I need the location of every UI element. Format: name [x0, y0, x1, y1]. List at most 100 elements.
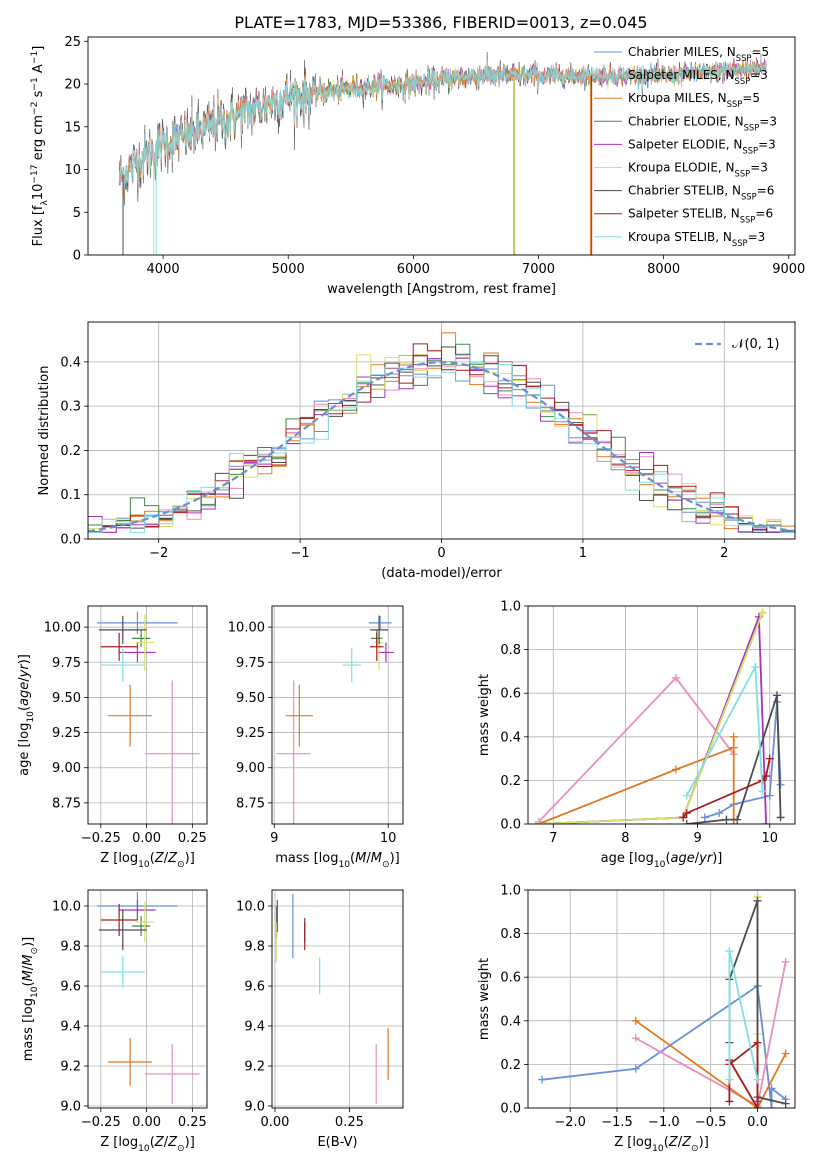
label-segment: /	[17, 677, 32, 682]
axes-frame	[87, 36, 796, 256]
label-segment: Z	[154, 1135, 165, 1150]
label-segment: Salpeter MILES, N	[628, 68, 735, 82]
gaussian-curve	[88, 361, 795, 533]
y-axis-label: mass weight	[477, 674, 492, 756]
y-tick-label: 0.4	[500, 730, 521, 745]
x-tick-label: 0.00	[132, 831, 161, 846]
x-tick-label: 4000	[147, 262, 180, 277]
label-segment: age [log	[601, 851, 654, 866]
label-segment: 10	[138, 1144, 150, 1154]
weight-line	[635, 1020, 787, 1108]
label-segment: )]	[185, 851, 195, 866]
label-segment: /	[678, 1135, 683, 1150]
legend-label: Kroupa MILES, NSSP=5	[628, 91, 760, 109]
plot-area	[97, 892, 200, 1104]
y-tick-label: 9.4	[244, 1020, 265, 1035]
label-segment: Z	[681, 1135, 692, 1150]
weight-marker	[751, 663, 760, 672]
x-tick-label: 0.25	[335, 1115, 364, 1130]
y-tick-label: 9.25	[52, 726, 81, 741]
x-tick-label: 9	[693, 831, 701, 846]
label-segment: =5	[751, 45, 769, 59]
weight-marker	[682, 791, 691, 800]
x-tick-label: 0.25	[178, 831, 207, 846]
legend-label: Kroupa ELODIE, NSSP=3	[628, 161, 768, 179]
label-segment: Chabrier STELIB, N	[628, 184, 741, 198]
label-segment: Normed distribution	[37, 366, 52, 496]
axes-frame	[527, 605, 796, 825]
label-segment: 10	[30, 986, 40, 998]
weight-line	[541, 984, 787, 1108]
weight-marker	[729, 732, 738, 741]
y-tick-label: 9.50	[236, 691, 265, 706]
label-segment: erg cm	[31, 115, 46, 164]
label-segment: ⊙	[30, 947, 40, 955]
x-axis-label: mass [log10(M/M⊙)]	[275, 851, 399, 870]
y-tick-label: 10.00	[228, 621, 265, 636]
weight-marker	[753, 1038, 762, 1047]
x-axis-label: wavelength [Angstrom, rest frame]	[327, 282, 556, 297]
y-tick-label: 5	[73, 206, 81, 221]
y-tick-label: 0.2	[500, 1058, 521, 1073]
x-axis-label: age [log10(age/yr)]	[601, 851, 723, 870]
x-tick-label: 2	[720, 546, 728, 561]
legend-label: Kroupa STELIB, NSSP=3	[628, 230, 765, 248]
weight-marker	[725, 947, 734, 956]
y-tick-label: 0.2	[60, 444, 81, 459]
x-tick-label: 6000	[397, 262, 430, 277]
label-segment: (data-model)/error	[381, 566, 502, 581]
label-segment: ⊙	[691, 1144, 699, 1154]
y-tick-label: 9.8	[60, 940, 81, 955]
label-segment: ⊙	[177, 1144, 185, 1154]
label-segment: age [log	[17, 723, 32, 776]
y-axis-label: age [log10(age/yr)]	[17, 654, 36, 776]
histogram-step	[88, 332, 795, 533]
label-segment: Z [log	[100, 1135, 138, 1150]
plot-area	[534, 608, 785, 824]
panel-massweight-vs-Z: −2.0 −1.5 −1.0 −0.5 0.0 0.0 0.2 0.4 0.6 0.8 1.0 Z […	[477, 884, 796, 1154]
y-tick-label: 10.0	[236, 900, 265, 915]
weight-marker	[722, 815, 731, 824]
label-segment: Z	[167, 1135, 178, 1150]
label-segment: 10	[31, 184, 46, 201]
label-segment: SSP	[735, 169, 751, 179]
label-segment: SSP	[736, 53, 752, 63]
y-tick-label: 1.0	[500, 600, 521, 615]
label-segment: mass [log	[275, 851, 338, 866]
y-tick-label: 9.8	[244, 940, 265, 955]
label-segment: )]	[17, 654, 32, 664]
weight-marker	[631, 1034, 640, 1043]
label-segment: =6	[755, 207, 773, 221]
label-segment: M	[371, 851, 382, 866]
panel-mass-vs-Z: −0.25 0.00 0.259.09.29.49.69.810.0Z [log10…	[21, 889, 208, 1154]
label-segment: =6	[757, 184, 775, 198]
y-tick-label: 10.00	[44, 621, 81, 636]
y-tick-label: 0.0	[500, 818, 521, 833]
panel-mass-vs-ebv: 0.00 0.25 9.0 9.2 9.4 9.6 9.8 10.0 E(B-V)	[236, 889, 404, 1150]
x-axis-label: Z [log10(Z/Z⊙)]	[614, 1135, 709, 1154]
label-segment: (	[350, 851, 355, 866]
y-tick-label: 9.6	[60, 980, 81, 995]
x-tick-label: −0.25	[81, 831, 121, 846]
weight-marker	[767, 1084, 776, 1093]
label-segment: −1	[30, 77, 40, 90]
y-tick-label: 0.4	[500, 1014, 521, 1029]
x-tick-label: 9000	[772, 262, 805, 277]
label-segment: /	[366, 851, 371, 866]
label-segment: 𝒩	[732, 337, 747, 352]
x-tick-label: 8	[621, 831, 629, 846]
y-tick-label: 9.0	[60, 1100, 81, 1115]
histogram-step	[88, 343, 795, 533]
label-segment: 10	[652, 1144, 664, 1154]
plot-area	[88, 332, 795, 533]
label-segment: )]	[699, 1135, 709, 1150]
weight-marker	[762, 820, 771, 824]
label-segment: =3	[750, 68, 768, 82]
label-segment: s	[31, 90, 46, 101]
label-segment: )]	[712, 851, 722, 866]
label-segment: SSP	[727, 99, 743, 109]
label-segment: 10	[654, 860, 666, 870]
legend-label: Chabrier ELODIE, NSSP=3	[628, 114, 777, 132]
label-segment: ⊙	[177, 860, 185, 870]
